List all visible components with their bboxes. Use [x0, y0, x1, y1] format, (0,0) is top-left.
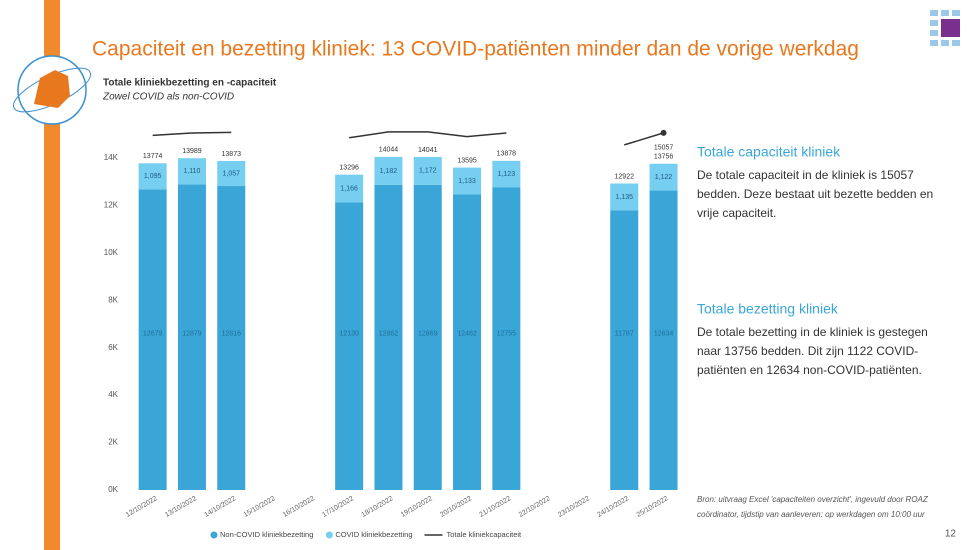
line-series [152, 131, 664, 146]
bar-segment [138, 189, 167, 490]
total-label: 13774 [143, 153, 163, 160]
data-label: 12679 [143, 330, 163, 337]
data-label: 1,172 [419, 168, 437, 175]
bar-segment [492, 187, 521, 490]
y-tick-label: 4K [108, 390, 118, 399]
data-label: 11787 [615, 330, 634, 337]
y-tick-label: 6K [108, 343, 118, 352]
total-label: 12922 [615, 173, 635, 180]
bar-segment [453, 167, 482, 195]
data-label: 1,110 [183, 168, 200, 175]
bar-segment [610, 210, 639, 491]
brand-mark [930, 10, 960, 46]
bar-segment [177, 158, 206, 185]
line-label: 15057 [654, 145, 674, 152]
data-label: 1,135 [615, 194, 633, 201]
total-label: 13873 [222, 151, 242, 158]
bar-segment [413, 184, 442, 490]
y-tick-label: 12K [104, 200, 119, 209]
page-number: 12 [945, 529, 957, 540]
panel-heading: Totale bezetting kliniek [697, 301, 839, 317]
data-label: 1,166 [340, 185, 358, 192]
data-label: 12130 [339, 330, 359, 337]
y-tick-label: 10K [104, 248, 119, 257]
panel-heading: Totale capaciteit kliniek [697, 144, 841, 160]
panel-text: naar 13756 bedden. Dit zijn 1122 COVID- [697, 344, 918, 358]
total-label: 13595 [457, 157, 477, 164]
total-label: 13878 [497, 151, 517, 158]
data-label: 1,122 [655, 174, 673, 181]
total-label: 13989 [182, 148, 202, 155]
data-label: 12869 [418, 330, 438, 337]
panel-text: De totale bezetting in de kliniek is ges… [697, 325, 928, 339]
bar-segment [335, 202, 364, 491]
line-end-marker [660, 129, 667, 136]
data-label: 12755 [497, 330, 517, 337]
logo [12, 55, 92, 125]
data-label: 1,182 [380, 168, 398, 175]
legend-swatch [325, 531, 333, 539]
bar-segment [649, 190, 678, 490]
legend-swatch [210, 531, 218, 539]
source-note: Bron: uitvraag Excel 'capaciteiten overz… [697, 495, 929, 504]
total-label: 14041 [418, 147, 438, 154]
data-label: 12462 [457, 330, 477, 337]
bar-segment [335, 174, 364, 203]
bar-segment [374, 184, 403, 490]
y-tick-label: 2K [108, 438, 118, 447]
bar-segment [138, 163, 167, 190]
data-label: 12634 [654, 330, 674, 337]
total-label: 13296 [339, 164, 359, 171]
y-tick-label: 14K [104, 153, 119, 162]
bar-segment [492, 160, 521, 188]
bar-segment [217, 186, 246, 490]
legend-label: COVID kliniekbezetting [335, 530, 412, 539]
bar-segment [453, 194, 482, 490]
data-label: 12879 [182, 330, 202, 337]
y-tick-label: 8K [108, 295, 118, 304]
panel-text: De totale capaciteit in de kliniek is 15… [697, 168, 914, 182]
bar-segment [610, 183, 639, 211]
data-label: 1,123 [498, 171, 516, 178]
source-note: coördinator, tijdstip van aanleveren: op… [697, 510, 925, 519]
bar-segment [413, 156, 442, 185]
bar-segment [217, 160, 246, 187]
total-label: 14044 [379, 147, 399, 154]
data-label: 1,057 [222, 170, 240, 177]
legend-label: Non-COVID kliniekbezetting [220, 530, 313, 539]
data-label: 12862 [379, 330, 399, 337]
side-bar [44, 0, 60, 550]
data-label: 1,133 [458, 178, 476, 185]
data-label: 1,095 [144, 173, 162, 180]
bar-segment [374, 156, 403, 185]
bar-segment [649, 163, 678, 191]
chart-title: Totale kliniekbezetting en -capaciteit [103, 78, 277, 89]
slide-title: Capaciteit en bezetting kliniek: 13 COVI… [92, 38, 859, 61]
bar-segment [177, 184, 206, 490]
data-label: 12816 [222, 330, 242, 337]
legend-label: Totale kliniekcapaciteit [447, 530, 523, 539]
y-tick-label: 0K [108, 485, 118, 494]
panel-text: bedden. Deze bestaat uit bezette bedden … [697, 187, 933, 201]
panel-text: vrije capaciteit. [697, 206, 776, 220]
chart-subtitle: Zowel COVID als non-COVID [102, 92, 234, 103]
panel-text: patiënten en 12634 non-COVID-patiënten. [697, 363, 922, 377]
total-label: 13756 [654, 154, 674, 161]
